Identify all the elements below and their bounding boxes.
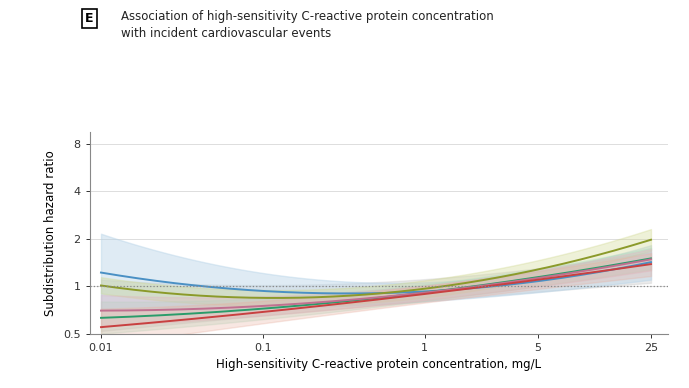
X-axis label: High-sensitivity C-reactive protein concentration, mg/L: High-sensitivity C-reactive protein conc… [216,358,542,371]
Text: Association of high-sensitivity C-reactive protein concentration
with incident c: Association of high-sensitivity C-reacti… [121,10,493,40]
Y-axis label: Subdistribution hazard ratio: Subdistribution hazard ratio [44,150,57,316]
Text: E: E [85,12,94,25]
